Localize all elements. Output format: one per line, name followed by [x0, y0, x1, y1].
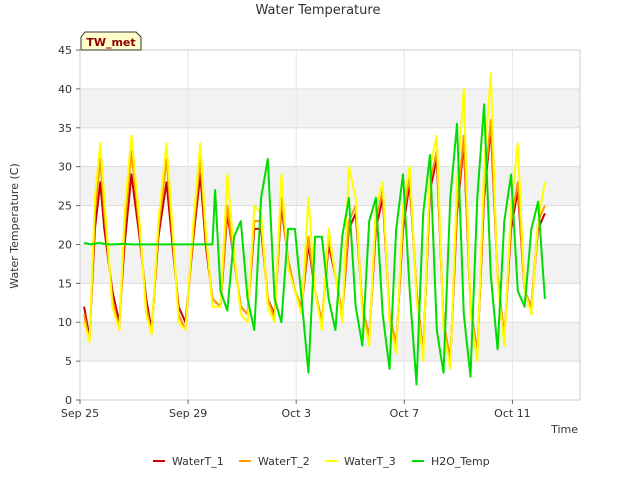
y-tick-label: 0 — [65, 394, 72, 407]
legend-item-watert-3: WaterT_3 — [325, 455, 396, 468]
y-tick-label: 40 — [58, 83, 72, 96]
legend-label: H2O_Temp — [431, 455, 490, 468]
y-tick-label: 15 — [58, 277, 72, 290]
station-badge: TW_met — [80, 31, 142, 51]
y-tick-label: 5 — [65, 355, 72, 368]
background-band — [80, 88, 580, 128]
series-layer — [83, 72, 546, 386]
x-axis-title: Time — [550, 423, 578, 436]
legend-label: WaterT_2 — [258, 455, 310, 468]
x-axis-ticks: Sep 25 Sep 29 Oct 3 Oct 7 Oct 11 — [61, 400, 531, 420]
y-tick-label: 35 — [58, 122, 72, 135]
plot-frame — [79, 49, 581, 401]
y-tick-label: 20 — [58, 238, 72, 251]
legend-item-watert-2: WaterT_2 — [239, 455, 310, 468]
station-badge-label: TW_met — [86, 36, 135, 49]
series-line-h2o-temp — [83, 103, 546, 386]
legend-label: WaterT_3 — [344, 455, 396, 468]
x-tick-label: Sep 25 — [61, 407, 99, 420]
legend-label: WaterT_1 — [172, 455, 224, 468]
background-band — [80, 166, 580, 206]
x-tick-label: Oct 7 — [390, 407, 420, 420]
series-line-watert-3 — [83, 72, 546, 370]
chart-title: Water Temperature — [256, 3, 381, 18]
y-tick-label: 45 — [58, 44, 72, 57]
y-tick-label: 10 — [58, 316, 72, 329]
x-tick-label: Oct 3 — [281, 407, 311, 420]
legend-item-watert-1: WaterT_1 — [153, 455, 224, 468]
y-axis-ticks: 0 5 10 15 20 25 30 35 40 45 — [58, 44, 80, 407]
y-tick-label: 25 — [58, 200, 72, 213]
legend: WaterT_1 WaterT_2 WaterT_3 H2O_Temp — [153, 455, 490, 468]
y-axis-title: Water Temperature (C) — [8, 163, 21, 288]
x-tick-label: Sep 29 — [169, 407, 207, 420]
y-tick-label: 30 — [58, 161, 72, 174]
station-badge-box — [80, 31, 142, 51]
legend-item-h2o-temp: H2O_Temp — [412, 455, 490, 468]
x-tick-label: Oct 11 — [494, 407, 531, 420]
